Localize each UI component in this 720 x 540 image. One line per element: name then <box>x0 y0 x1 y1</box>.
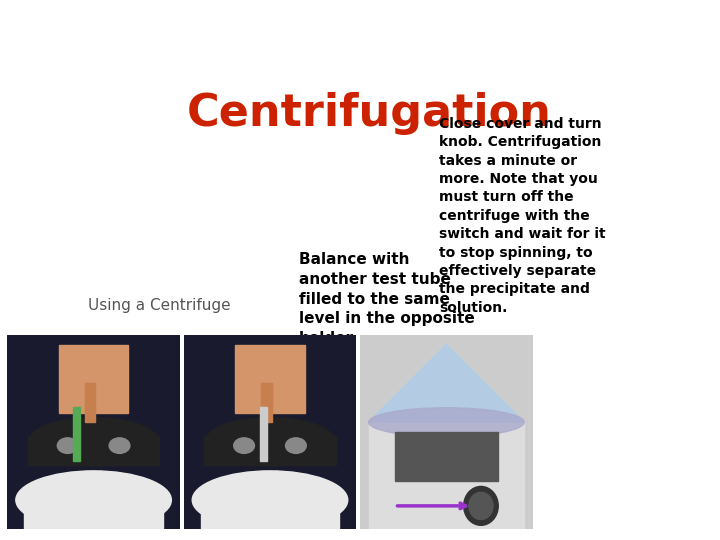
Text: Centrifugation: Centrifugation <box>186 92 552 135</box>
Bar <box>261 383 271 422</box>
Circle shape <box>464 487 498 525</box>
Bar <box>260 407 266 461</box>
Circle shape <box>469 492 493 519</box>
Ellipse shape <box>16 471 171 529</box>
Text: Using a Centrifuge: Using a Centrifuge <box>89 299 231 313</box>
Bar <box>24 490 163 529</box>
Ellipse shape <box>369 408 524 437</box>
Bar <box>369 422 524 529</box>
Bar <box>59 345 128 413</box>
Text: Balance with
another test tube
filled to the same
level in the opposite
holder.: Balance with another test tube filled to… <box>300 252 475 346</box>
Ellipse shape <box>29 417 158 466</box>
Bar <box>201 490 339 529</box>
Bar <box>73 407 80 461</box>
Polygon shape <box>369 345 524 422</box>
Ellipse shape <box>234 438 254 454</box>
Text: Close cover and turn
knob. Centrifugation
takes a minute or
more. Note that you
: Close cover and turn knob. Centrifugatio… <box>438 117 606 315</box>
Ellipse shape <box>205 417 335 466</box>
Bar <box>28 436 159 465</box>
Bar <box>204 436 336 465</box>
Ellipse shape <box>286 438 306 454</box>
Bar <box>235 345 305 413</box>
Ellipse shape <box>109 438 130 454</box>
Ellipse shape <box>58 438 78 454</box>
Bar <box>85 383 95 422</box>
Ellipse shape <box>192 471 348 529</box>
Bar <box>395 432 498 481</box>
